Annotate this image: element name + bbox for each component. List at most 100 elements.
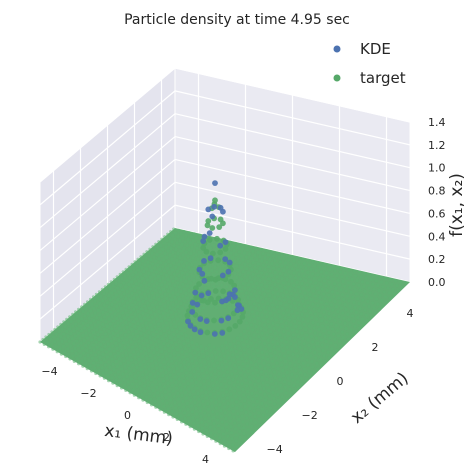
surface-point [148, 354, 152, 358]
surface-point [250, 366, 254, 370]
surface-point [238, 371, 242, 375]
surface-point [245, 389, 250, 394]
surface-point [338, 339, 342, 343]
surface-point [319, 270, 323, 274]
surface-point [350, 333, 354, 337]
surface-point [205, 434, 209, 438]
surface-point [297, 340, 301, 344]
surface-point [322, 310, 326, 314]
surface-point [188, 270, 193, 274]
surface-point [161, 276, 165, 280]
surface-point [154, 288, 158, 293]
surface-point [142, 316, 147, 320]
surface-point [110, 376, 114, 380]
surface-point [144, 395, 148, 399]
surface-point [180, 242, 184, 246]
surface-point [154, 405, 158, 409]
surface-point [264, 347, 268, 351]
surface-point [243, 262, 247, 266]
surface-point [328, 268, 332, 272]
surface-point [83, 302, 87, 306]
surface-point [179, 278, 183, 282]
surface-point [166, 326, 170, 330]
surface-point [237, 250, 241, 254]
surface-point [143, 346, 147, 350]
surface-point [130, 345, 135, 349]
surface-point [383, 295, 388, 299]
surface-point [266, 320, 270, 324]
target-point [184, 312, 191, 319]
surface-point [157, 297, 161, 302]
surface-point [126, 343, 130, 347]
surface-point [331, 352, 335, 356]
surface-point [404, 281, 408, 285]
surface-point [241, 270, 245, 274]
surface-point [290, 347, 294, 351]
surface-point [112, 349, 116, 353]
surface-point [310, 335, 314, 339]
surface-point [118, 272, 122, 276]
surface-point [283, 273, 287, 277]
surface-point [96, 297, 100, 301]
surface-point [91, 295, 96, 299]
kde-point [232, 294, 238, 300]
surface-point [317, 352, 322, 356]
surface-point [198, 377, 202, 381]
surface-point [207, 242, 211, 246]
surface-point [110, 303, 114, 307]
surface-point [262, 419, 266, 423]
surface-point [299, 351, 304, 355]
surface-point [271, 365, 275, 369]
surface-point [136, 257, 140, 261]
surface-point [312, 326, 316, 330]
surface-point [164, 321, 168, 325]
surface-point [256, 354, 260, 358]
surface-point [385, 300, 389, 304]
surface-point [312, 371, 316, 375]
surface-point [154, 330, 159, 334]
surface-point [95, 328, 99, 332]
surface-point [283, 359, 288, 364]
surface-point [197, 353, 201, 357]
surface-point [266, 265, 271, 269]
surface-point [278, 260, 282, 264]
surface-point [119, 318, 123, 323]
surface-point [354, 310, 358, 314]
surface-point [183, 268, 188, 272]
surface-point [111, 319, 116, 323]
surface-point [368, 310, 372, 314]
surface-point [263, 323, 267, 327]
surface-point [225, 422, 229, 426]
surface-point [192, 267, 196, 271]
surface-point [166, 232, 170, 236]
surface-point [99, 330, 103, 334]
surface-point [186, 407, 190, 411]
surface-point [233, 389, 237, 393]
surface-point [76, 344, 80, 348]
surface-point [191, 346, 195, 350]
surface-point [277, 372, 281, 376]
surface-point [175, 241, 179, 245]
surface-point [93, 311, 97, 315]
surface-point [212, 243, 216, 247]
surface-point [132, 308, 136, 312]
surface-point [258, 255, 262, 259]
surface-point [332, 295, 336, 299]
surface-point [102, 303, 106, 307]
surface-point [248, 275, 252, 280]
surface-point [284, 340, 288, 344]
surface-point [243, 399, 247, 403]
surface-point [296, 316, 300, 320]
legend-label-target: target [360, 69, 406, 87]
surface-point [304, 378, 308, 382]
surface-point [312, 289, 316, 293]
surface-point [377, 288, 381, 293]
surface-point [257, 359, 262, 363]
surface-point [105, 337, 109, 341]
surface-point [190, 410, 194, 414]
surface-point [336, 310, 340, 314]
surface-point [174, 343, 178, 347]
surface-point [127, 318, 131, 322]
surface-point [159, 388, 163, 392]
surface-point [280, 289, 284, 293]
